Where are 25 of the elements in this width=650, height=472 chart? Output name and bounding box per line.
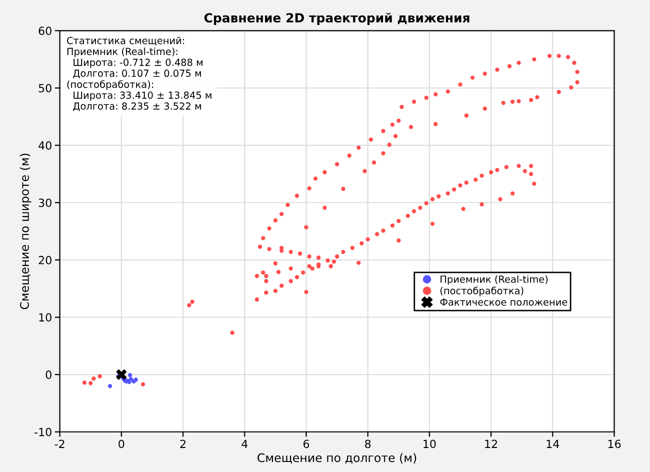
legend-label: (постобработка): [440, 286, 524, 296]
y-tick-label: 0: [46, 370, 52, 379]
x-tick-label: 14: [546, 440, 560, 448]
legend-label: Приемник (Real-time): [440, 275, 548, 285]
y-tick-label: 30: [38, 198, 52, 207]
y-tick-label: 50: [38, 84, 52, 92]
x-axis-title: Смещение по долготе (м): [258, 453, 416, 464]
x-tick-label: 2: [180, 440, 186, 448]
x-tick-label: 10: [424, 440, 436, 448]
x-tick-label: 8: [365, 440, 371, 448]
y-tick-label: -10: [34, 428, 52, 436]
annotation: Статистика смещений: Приемник (Real-time): Широта: -0.712 ± 0.488 м Долгота: 0.107 ± 0.075 м (постобработка): Широта: 33.410 ± 13.845 м Долгота: 8.235 ± 3.522 м: [67, 36, 212, 112]
y-tick-label: 40: [38, 141, 52, 150]
y-axis-title: Смещение по широте (м): [20, 154, 32, 310]
x-tick-label: -2: [54, 440, 64, 448]
x-tick-label: 0: [118, 440, 124, 448]
x-tick-label: 12: [485, 440, 497, 448]
x-tick-label: 6: [303, 440, 310, 448]
y-tick-label: 20: [38, 256, 52, 264]
x-tick-label: 4: [242, 440, 248, 448]
legend-label: Фактическое положение: [440, 298, 568, 306]
chart-title: Сравнение 2D траекторий движения: [204, 12, 470, 25]
y-tick-label: 60: [38, 26, 52, 36]
x-tick-label: 16: [608, 440, 621, 448]
y-tick-label: 10: [39, 313, 52, 322]
